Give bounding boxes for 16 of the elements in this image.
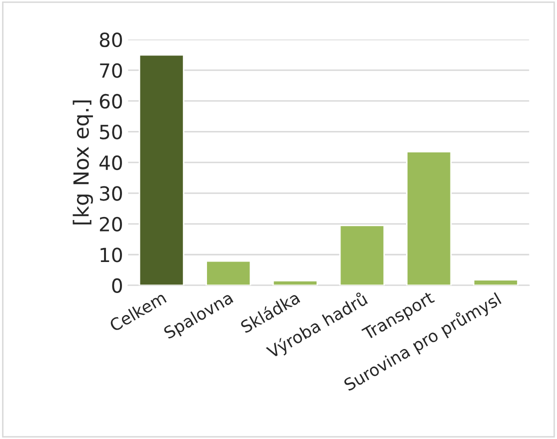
y-tick-label: 40 [99,155,122,170]
y-tick-label: 60 [100,94,122,109]
y-tick-label: 70 [100,63,122,78]
bar [406,150,452,286]
bar [472,279,518,286]
y-axis-title: [kg Nox eq.] [72,100,93,224]
y-tick-label: 50 [100,124,122,140]
bar [206,260,252,286]
bar [272,280,318,286]
bar [138,54,184,286]
y-tick-label: 0 [112,278,122,294]
y-tick-label: 10 [100,248,122,262]
y-tick-label: 80 [100,32,122,48]
y-tick-label: 30 [100,186,122,201]
bar [339,224,385,286]
y-tick-label: 20 [100,216,122,232]
